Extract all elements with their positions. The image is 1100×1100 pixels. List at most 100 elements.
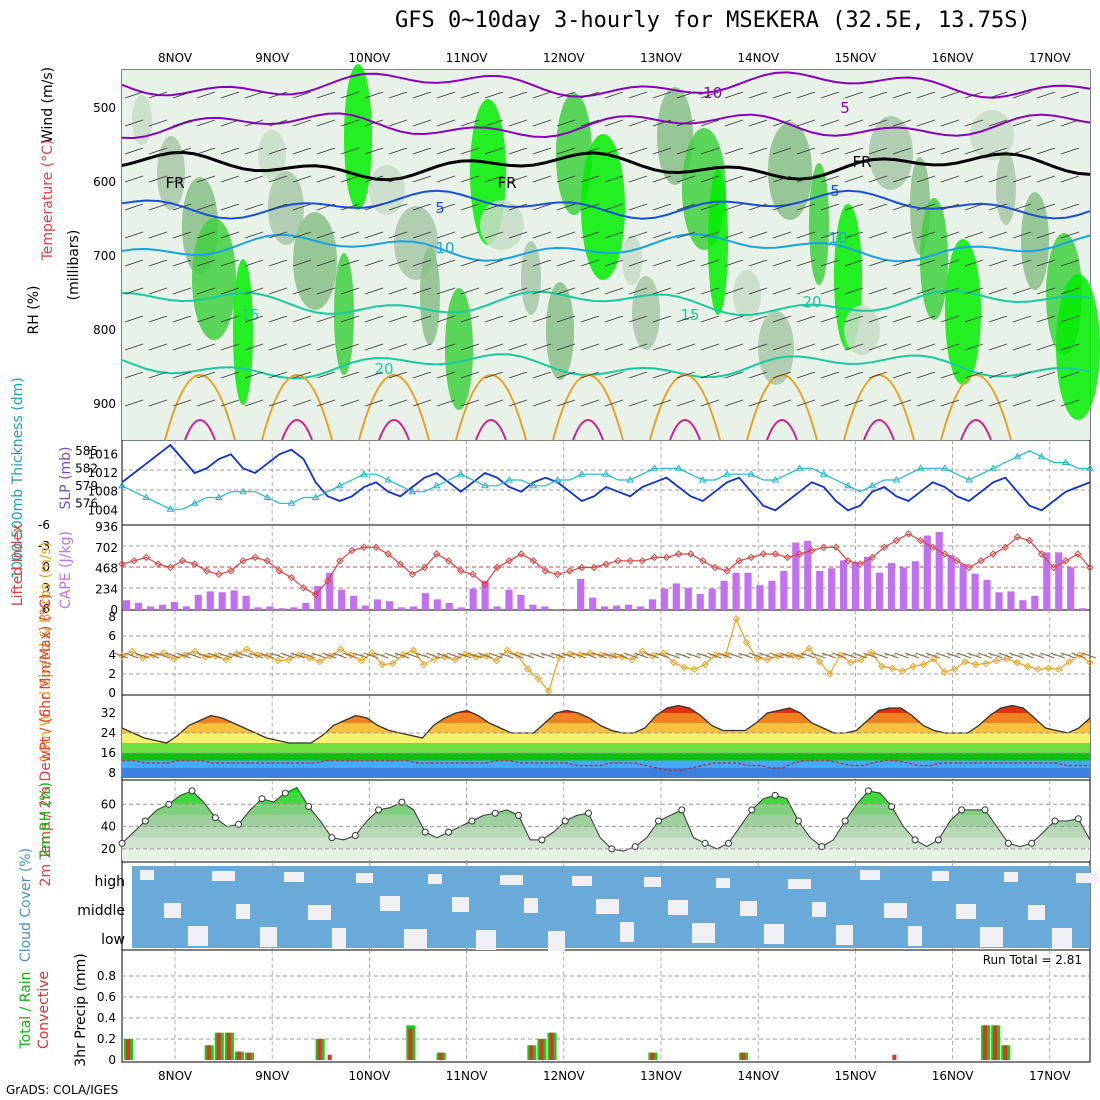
wind-barb (532, 147, 552, 155)
wind-barb (508, 231, 528, 239)
cape-bar (565, 609, 573, 610)
wind-barb (700, 259, 720, 267)
wind-barb (124, 231, 144, 239)
cloud-patch (620, 922, 634, 942)
li-marker (517, 550, 526, 558)
wind-barb (197, 652, 212, 659)
wind-barb (820, 175, 840, 183)
wind-barb (316, 315, 336, 323)
wind-barb (967, 652, 982, 659)
li-marker (251, 553, 259, 562)
cape-bar (385, 601, 394, 610)
rh-band (122, 848, 1090, 860)
cloud-patch (644, 877, 661, 887)
rh-marker (328, 834, 336, 842)
wind-barb (484, 259, 504, 267)
wind-barb (676, 315, 696, 323)
wind-barb (388, 119, 408, 127)
wind-barb (772, 371, 792, 379)
wind-barb (196, 91, 216, 99)
wind-marker (284, 656, 293, 664)
thickness-marker (626, 476, 635, 483)
cape-bar (863, 556, 872, 610)
wind-barb (676, 399, 696, 407)
wind-barb (925, 652, 941, 659)
wind-barb (196, 343, 216, 351)
wind-barb (412, 91, 432, 99)
wind-barb (964, 259, 984, 267)
wind-barb (412, 287, 432, 295)
wind-barb (1050, 652, 1065, 659)
cape-bar (182, 606, 190, 610)
wind-barb (748, 371, 768, 379)
rh-marker (585, 809, 592, 817)
wind-barb (292, 231, 312, 239)
cloud-patch (692, 923, 715, 943)
wind-barb (724, 287, 744, 295)
wind-barb (676, 91, 696, 99)
wind-barb (868, 91, 888, 99)
wind-tick: 6 (108, 629, 116, 643)
cape-bar (146, 606, 155, 610)
ylabel-rh2m: 2m RH (%) (38, 782, 54, 858)
wind-barb (820, 259, 840, 267)
wind-barb (759, 652, 774, 659)
wind-barb (652, 315, 672, 323)
wind-barb (292, 343, 312, 351)
thickness-marker (529, 481, 538, 489)
wind-barb (436, 91, 456, 99)
wind-barb (655, 652, 670, 659)
wind-barb (628, 371, 648, 379)
thickness-marker (989, 464, 998, 471)
wind-barb (772, 399, 792, 407)
cape-bar (1043, 552, 1051, 610)
wind-barb (1060, 371, 1080, 379)
wind-barb (172, 259, 192, 267)
li-marker (154, 560, 163, 568)
wind-barb (724, 399, 744, 407)
li-marker (941, 550, 949, 558)
wind-barb (364, 175, 384, 183)
wind-barb (220, 343, 240, 351)
wind-marker (222, 656, 230, 664)
wind-barb (796, 231, 816, 239)
cape-tick: 702 (95, 541, 118, 555)
wind-barb (484, 343, 504, 351)
wind-barb (196, 119, 216, 127)
wind-barb (700, 343, 720, 351)
temperature-panel (121, 704, 1091, 778)
cape-bar (541, 606, 549, 610)
rh-marker (794, 817, 802, 825)
cape-bar (302, 602, 310, 610)
wind-barb (412, 259, 432, 267)
wind-barb (148, 203, 168, 211)
wind-barb (772, 343, 792, 351)
wind-barb (868, 203, 888, 211)
wind-barb (940, 91, 960, 99)
li-tick: 3 (42, 581, 50, 595)
wind-barb (652, 91, 672, 99)
ylabel-rh: RH (%) (26, 286, 42, 335)
wind-tick: 8 (108, 610, 116, 624)
wind-tick: 0 (108, 686, 116, 700)
wind-barb (316, 371, 336, 379)
cape-bar (708, 588, 716, 610)
wind-barb (172, 343, 192, 351)
warm-isotherm (940, 374, 1012, 441)
li-tick: 0 (42, 560, 50, 574)
wind-barb (1012, 287, 1032, 295)
wind-barb (820, 343, 840, 351)
wind-marker (898, 667, 907, 675)
wind-barb (988, 203, 1008, 211)
li-marker (820, 543, 828, 552)
wind-barb (1012, 91, 1032, 99)
wind-barb (134, 652, 149, 659)
wind-marker (940, 668, 949, 676)
wind-barb (301, 652, 316, 659)
temp-tick: 8 (108, 766, 116, 780)
wind-barb (724, 175, 744, 183)
wind-barb (820, 287, 840, 295)
rh-band (122, 793, 1090, 805)
wind-barb (124, 371, 144, 379)
rh-shade (768, 122, 812, 220)
